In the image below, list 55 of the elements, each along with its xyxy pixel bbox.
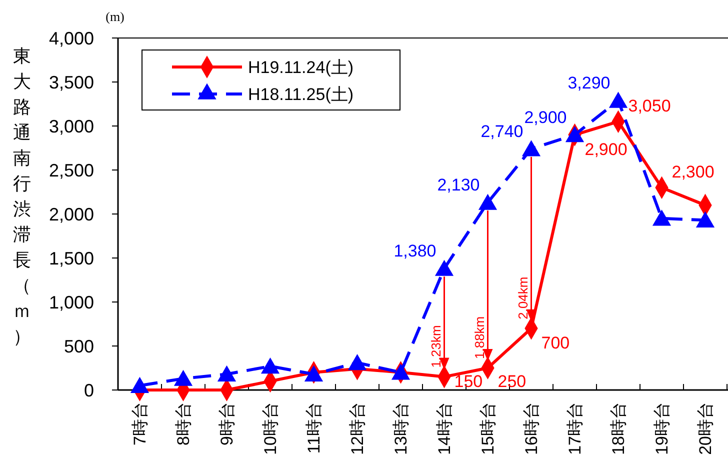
y-tick-label: 1,000 <box>48 292 94 312</box>
data-label: 150 <box>454 372 483 391</box>
text: (m) <box>106 9 124 24</box>
point <box>174 370 193 386</box>
x-tick-label: 17時台 <box>566 402 585 455</box>
x-tick-label: 19時台 <box>652 402 672 455</box>
data-label: 250 <box>498 372 526 391</box>
x-tick-label: 20時台 <box>696 402 716 455</box>
x-tick-label: 13時台 <box>392 402 411 455</box>
y-tick-label: 1,500 <box>48 248 94 268</box>
point <box>522 140 541 156</box>
point <box>696 211 715 228</box>
point <box>260 357 280 374</box>
data-label: 1,380 <box>394 242 436 261</box>
x-tick-label: 10時台 <box>261 402 280 455</box>
x-tick-label: 18時台 <box>609 402 628 455</box>
y-tick-label: 2,000 <box>48 204 94 224</box>
annotation: 1.88km <box>472 316 487 359</box>
x-tick-label: 11時台 <box>304 402 324 454</box>
data-label: 2,740 <box>480 122 524 141</box>
point <box>391 364 410 380</box>
point <box>608 92 628 108</box>
x-tick-label: 14時台 <box>435 402 454 455</box>
data-label: 2,130 <box>437 176 480 195</box>
data-label: 3,290 <box>568 73 610 92</box>
x-tick-label: 9時台 <box>218 402 237 446</box>
legend-label: H19.11.24(土) <box>248 58 354 77</box>
data-label: 2,900 <box>524 108 567 127</box>
y-tick-label: 3,500 <box>48 72 94 92</box>
data-label: 700 <box>541 333 570 352</box>
point <box>130 376 150 393</box>
point <box>217 365 236 382</box>
point <box>434 260 454 276</box>
point <box>348 354 367 370</box>
y-tick-label: 2,500 <box>48 160 94 180</box>
x-tick-label: 15時台 <box>478 402 498 455</box>
x-tick-label: 12時台 <box>348 402 368 455</box>
x-tick-label: 7時台 <box>130 402 150 446</box>
annotation: 1.23km <box>428 325 444 368</box>
point <box>478 194 498 210</box>
text: 東大路通南行渋滞長（ｍ） <box>13 46 31 346</box>
point <box>565 126 584 142</box>
data-label: 3,050 <box>628 96 671 116</box>
point <box>304 365 324 382</box>
x-tick-label: 16時台 <box>522 402 542 455</box>
legend-label: H18.11.25(土) <box>248 84 354 104</box>
y-tick-label: 500 <box>64 336 94 356</box>
data-label: 2,900 <box>584 140 628 159</box>
annotation: 2.04km <box>515 276 530 320</box>
x-tick-label: 8時台 <box>174 402 194 446</box>
y-tick-label: 3,000 <box>48 116 94 136</box>
y-tick-label: 4,000 <box>48 28 94 48</box>
data-label: 2,300 <box>672 162 714 182</box>
y-tick-label: 0 <box>84 380 94 400</box>
point <box>652 210 672 226</box>
